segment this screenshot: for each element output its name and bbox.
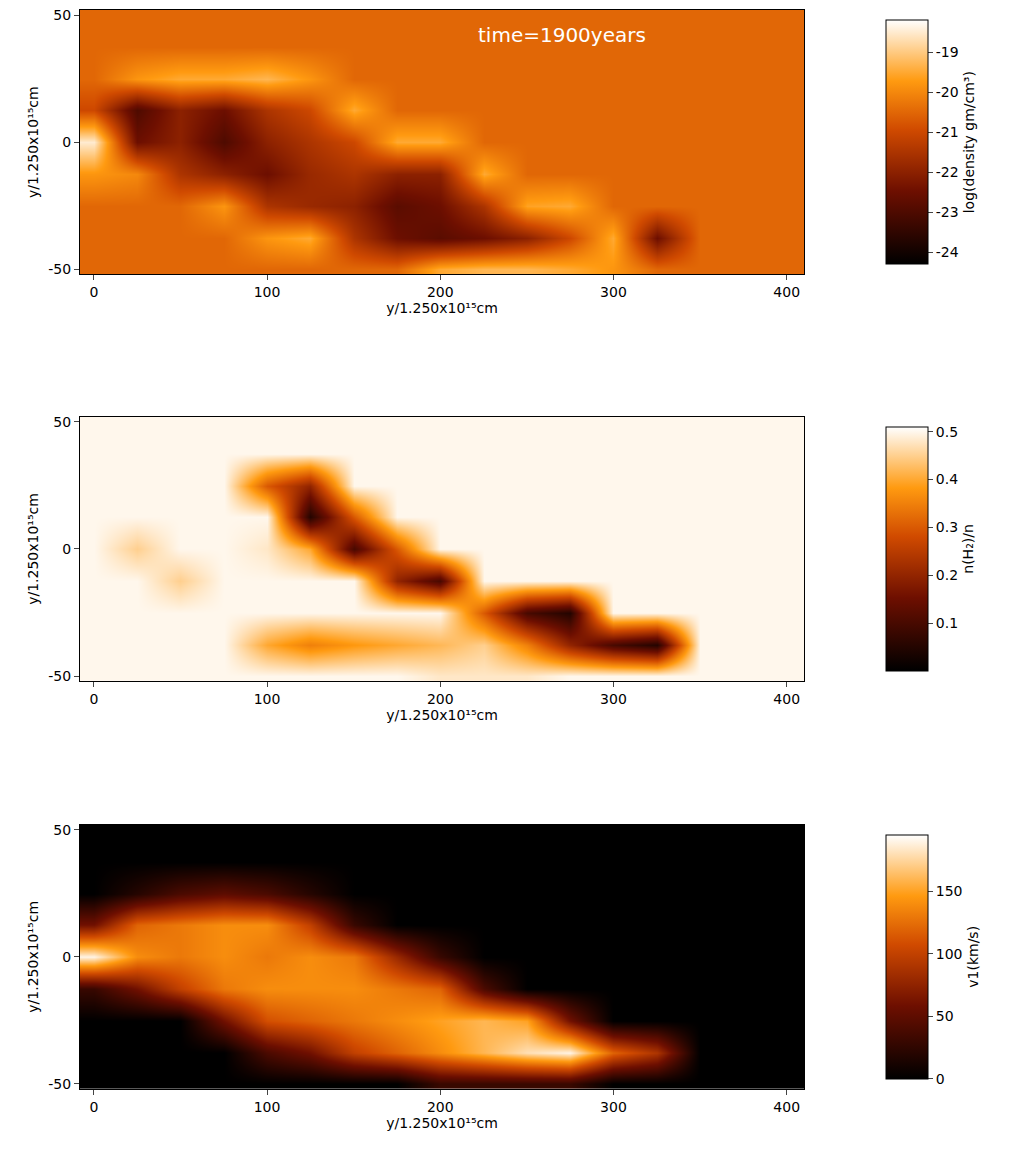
svg-text:200: 200 bbox=[427, 284, 454, 300]
svg-text:400: 400 bbox=[773, 284, 800, 300]
svg-text:100: 100 bbox=[254, 1099, 281, 1115]
svg-text:n(H₂)/n: n(H₂)/n bbox=[960, 524, 976, 574]
svg-text:0: 0 bbox=[89, 691, 98, 707]
svg-text:log(density gm/cm³): log(density gm/cm³) bbox=[961, 71, 977, 213]
svg-text:-23: -23 bbox=[936, 204, 959, 220]
svg-text:-50: -50 bbox=[48, 261, 71, 277]
svg-text:-24: -24 bbox=[936, 244, 959, 260]
svg-text:0.3: 0.3 bbox=[936, 519, 958, 535]
svg-text:0: 0 bbox=[936, 1071, 945, 1087]
svg-text:time=1900years: time=1900years bbox=[478, 23, 646, 47]
svg-text:y/1.250x10¹⁵cm: y/1.250x10¹⁵cm bbox=[386, 707, 498, 723]
svg-text:50: 50 bbox=[936, 1008, 954, 1024]
svg-text:150: 150 bbox=[936, 883, 963, 899]
svg-text:300: 300 bbox=[600, 1099, 627, 1115]
svg-text:0: 0 bbox=[62, 541, 71, 557]
svg-text:y/1.250x10¹⁵cm: y/1.250x10¹⁵cm bbox=[25, 493, 41, 605]
svg-text:300: 300 bbox=[600, 284, 627, 300]
svg-text:y/1.250x10¹⁵cm: y/1.250x10¹⁵cm bbox=[386, 300, 498, 316]
svg-text:100: 100 bbox=[254, 284, 281, 300]
svg-text:400: 400 bbox=[773, 1099, 800, 1115]
svg-text:0: 0 bbox=[89, 1099, 98, 1115]
svg-text:0.2: 0.2 bbox=[936, 567, 958, 583]
svg-text:50: 50 bbox=[53, 822, 71, 838]
svg-text:100: 100 bbox=[254, 691, 281, 707]
svg-text:y/1.250x10¹⁵cm: y/1.250x10¹⁵cm bbox=[386, 1115, 498, 1131]
svg-text:-50: -50 bbox=[48, 1076, 71, 1092]
svg-text:0.1: 0.1 bbox=[936, 615, 958, 631]
svg-text:300: 300 bbox=[600, 691, 627, 707]
svg-text:100: 100 bbox=[936, 946, 963, 962]
svg-text:200: 200 bbox=[427, 691, 454, 707]
svg-text:v1(km/s): v1(km/s) bbox=[965, 926, 981, 988]
svg-text:0.5: 0.5 bbox=[936, 424, 958, 440]
svg-text:0: 0 bbox=[89, 284, 98, 300]
svg-text:-19: -19 bbox=[936, 44, 959, 60]
svg-text:0: 0 bbox=[62, 949, 71, 965]
svg-text:y/1.250x10¹⁵cm: y/1.250x10¹⁵cm bbox=[25, 901, 41, 1013]
svg-text:50: 50 bbox=[53, 7, 71, 23]
svg-text:0.4: 0.4 bbox=[936, 471, 958, 487]
svg-text:-21: -21 bbox=[936, 124, 959, 140]
svg-text:0: 0 bbox=[62, 134, 71, 150]
svg-text:-20: -20 bbox=[936, 84, 959, 100]
svg-text:y/1.250x10¹⁵cm: y/1.250x10¹⁵cm bbox=[25, 86, 41, 198]
svg-text:-22: -22 bbox=[936, 164, 959, 180]
svg-text:400: 400 bbox=[773, 691, 800, 707]
svg-text:50: 50 bbox=[53, 414, 71, 430]
svg-text:200: 200 bbox=[427, 1099, 454, 1115]
svg-text:-50: -50 bbox=[48, 668, 71, 684]
